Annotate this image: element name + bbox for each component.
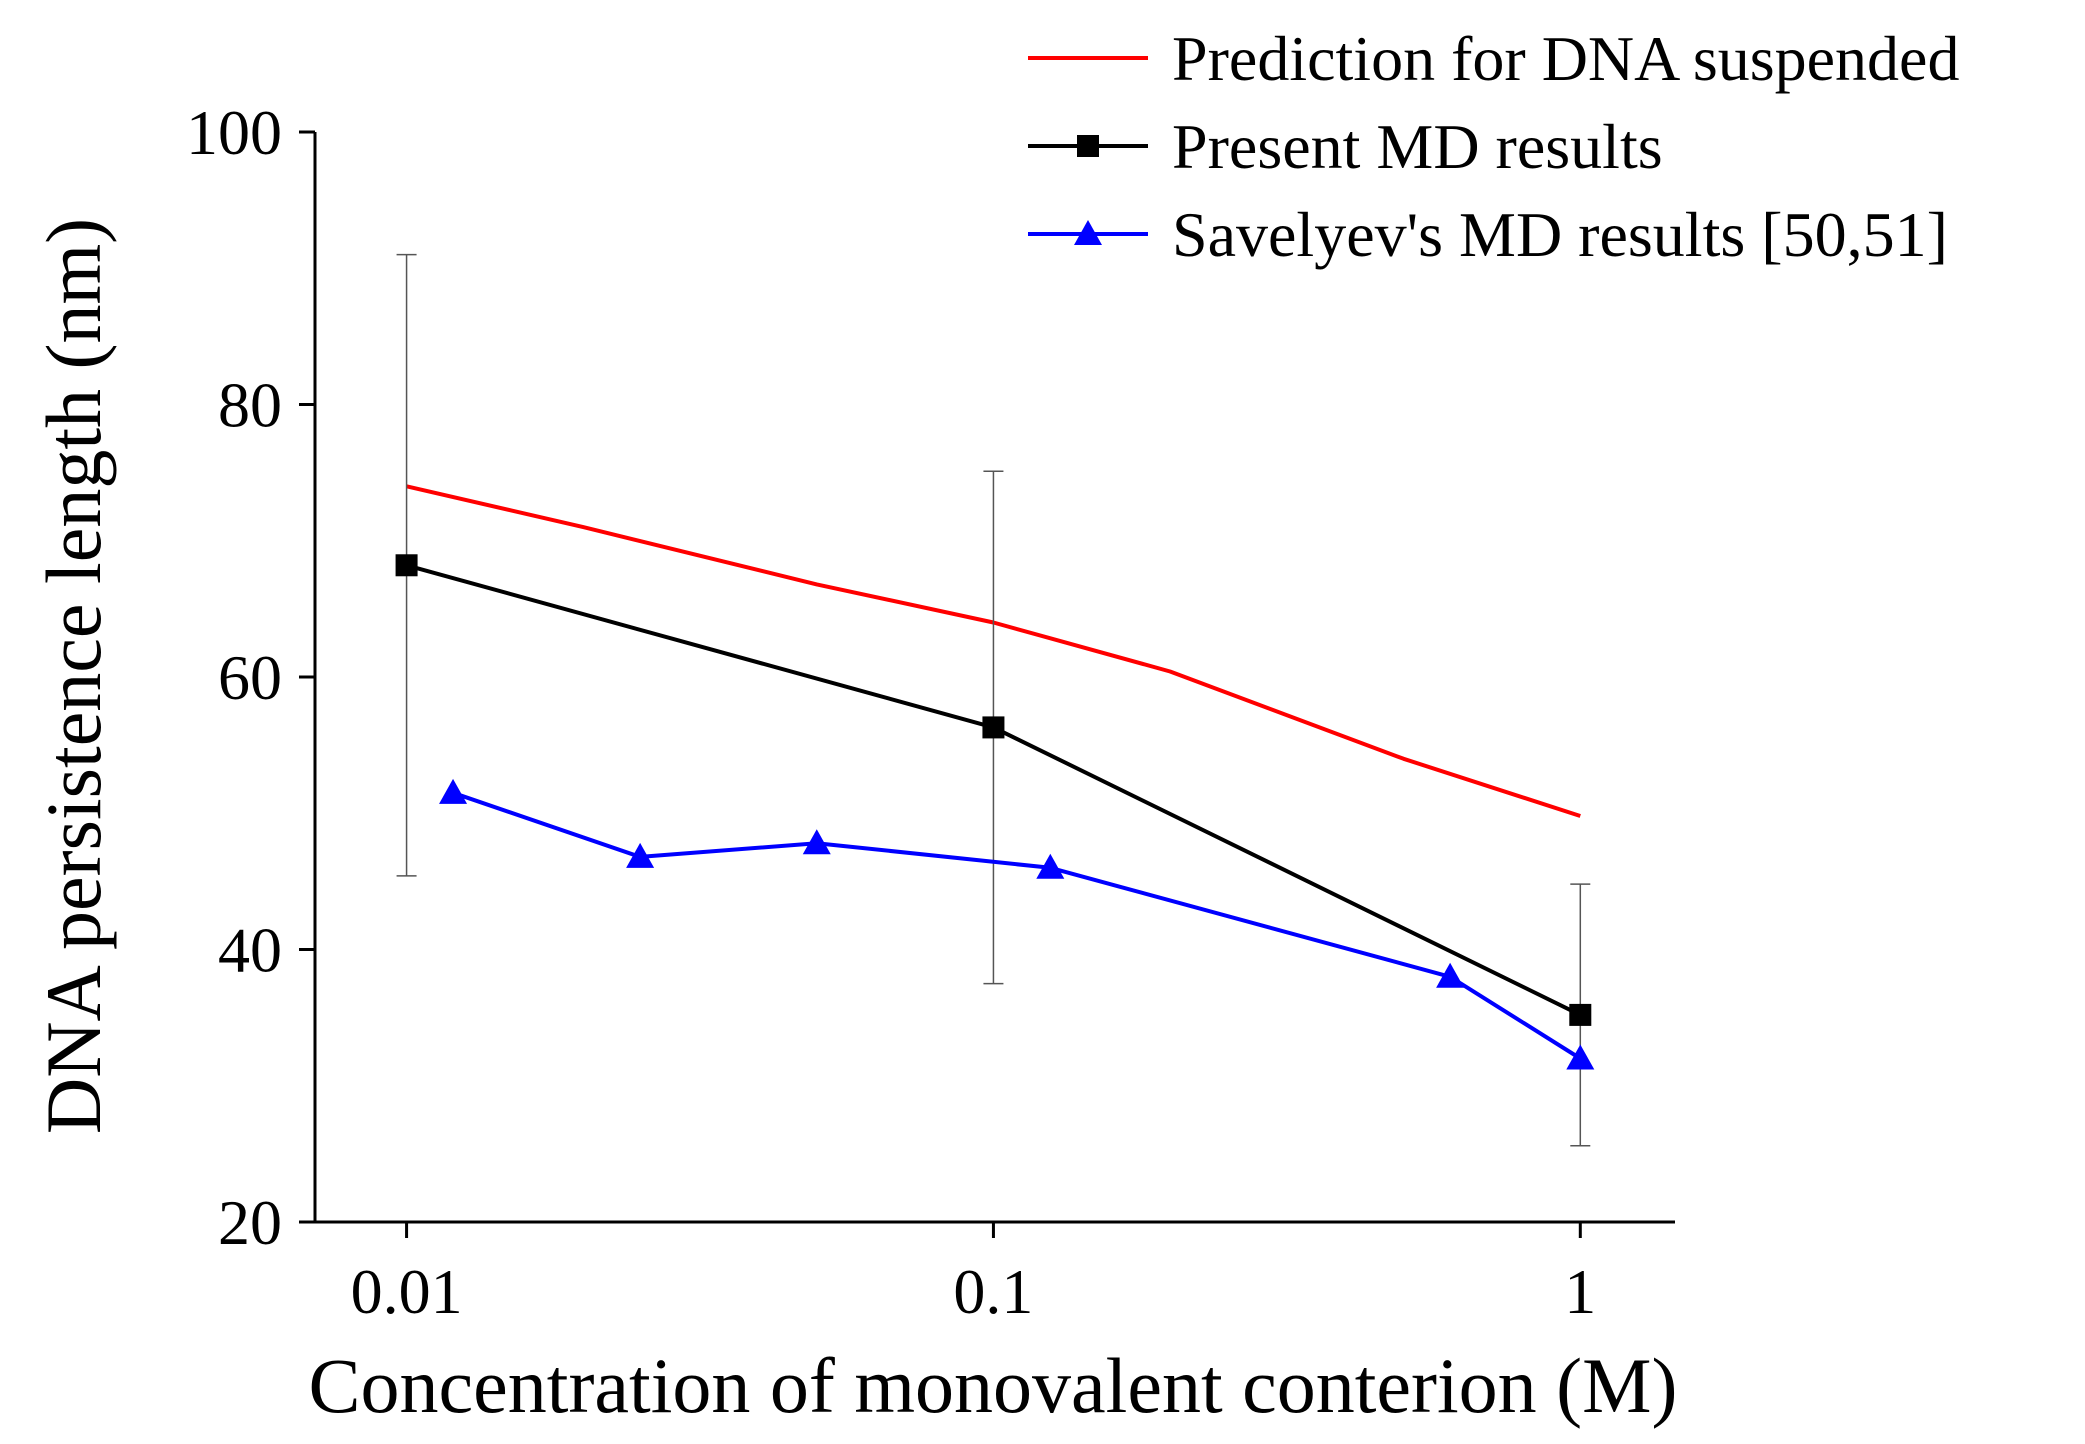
- legend-label: Present MD results: [1172, 111, 1663, 182]
- data-point: [1569, 1003, 1592, 1026]
- series-2: [395, 253, 1592, 1147]
- data-point: [439, 778, 468, 804]
- x-tick-label: 0.1: [953, 1256, 1033, 1327]
- data-point: [1566, 1044, 1595, 1070]
- x-axis-title: Concentration of monovalent conterion (M…: [309, 1342, 1678, 1429]
- data-point: [982, 716, 1005, 739]
- x-tick-label: 0.01: [351, 1256, 463, 1327]
- y-ticks: 20 40 60 80 100: [186, 97, 315, 1258]
- data-point: [1036, 853, 1065, 879]
- y-tick-label: 20: [218, 1187, 282, 1258]
- legend-item: Present MD results: [1028, 111, 1663, 182]
- y-tick-label: 100: [186, 97, 282, 168]
- data-point: [1436, 962, 1465, 988]
- y-axis-title: DNA persistence length (nm): [30, 218, 117, 1134]
- y-axis: 20 40 60 80 100 DNA persistence length (nm): [30, 97, 317, 1258]
- legend: Prediction for DNA suspended Present MD r…: [1028, 23, 1959, 270]
- legend-label: Prediction for DNA suspended: [1172, 23, 1959, 94]
- plot-area: [395, 253, 1595, 1147]
- x-axis: 0.01 0.1 1 Concentration of monovalent con…: [309, 1220, 1678, 1429]
- x-ticks: 0.01 0.1 1: [351, 1222, 1596, 1327]
- legend-marker: [1074, 220, 1102, 245]
- legend-marker: [1077, 135, 1099, 157]
- y-tick-label: 40: [218, 915, 282, 986]
- y-tick-label: 60: [218, 642, 282, 713]
- legend-item: Prediction for DNA suspended: [1028, 23, 1959, 94]
- data-point: [802, 829, 831, 855]
- legend-label: Savelyev's MD results [50,51]: [1172, 199, 1948, 270]
- series-3: [439, 778, 1595, 1070]
- data-point: [626, 842, 655, 868]
- legend-item: Savelyev's MD results [50,51]: [1028, 199, 1948, 270]
- y-tick-label: 80: [218, 370, 282, 441]
- data-point: [395, 554, 418, 577]
- x-tick-label: 1: [1564, 1256, 1596, 1327]
- series-line: [452, 790, 1582, 1061]
